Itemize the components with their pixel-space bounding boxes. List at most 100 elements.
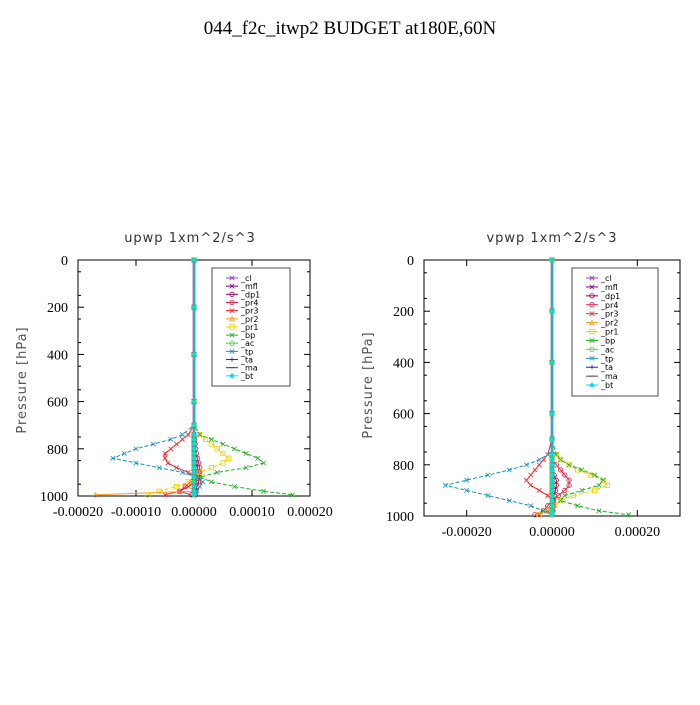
series-point-pr1 <box>156 488 162 494</box>
series-point-tp <box>536 457 542 463</box>
chart-panel-1: upwp 1xm^2/s^3 Pressure [hPa] 0 200 400 600 80… <box>15 231 333 520</box>
x-tick-label: -0.00020 <box>442 525 492 540</box>
legend-marker <box>589 311 595 317</box>
series-point-pr4 <box>562 472 568 478</box>
series-point-pr1 <box>197 469 203 476</box>
series-point-bp <box>592 472 598 478</box>
legend-marker <box>229 308 235 314</box>
y-tick-label: 400 <box>393 356 414 371</box>
legend-label: _dp1 <box>600 292 620 301</box>
legend-marker <box>229 291 235 297</box>
series-point-bt <box>549 487 555 494</box>
series-point-pr1 <box>144 492 151 498</box>
legend-marker <box>589 319 595 326</box>
series-point-pr1 <box>536 512 542 518</box>
legend-box <box>211 267 291 387</box>
legend-marker <box>229 332 235 338</box>
legend-marker <box>229 324 235 330</box>
y-tick-label: 800 <box>393 459 414 474</box>
x-tick-label: -0.00010 <box>111 505 161 520</box>
series-point-bp <box>575 503 581 509</box>
series-point-tp <box>150 441 156 447</box>
series-point-tp <box>197 484 203 490</box>
legend-label: _cl <box>240 274 252 283</box>
series-point-bp <box>197 432 203 438</box>
legend-label: _tp <box>600 354 613 363</box>
series-point-bp <box>562 493 568 499</box>
series-point-pr3 <box>528 472 534 478</box>
series-point-bt <box>549 492 555 499</box>
series-point-pr3 <box>174 441 180 447</box>
legend-marker <box>589 328 595 335</box>
series-point-pr4 <box>566 482 572 488</box>
series-point-pr3 <box>532 467 538 473</box>
legend-marker <box>589 382 595 388</box>
series-point-pr3 <box>174 465 180 471</box>
legend-marker <box>229 299 235 306</box>
series-point-pr1 <box>575 467 581 473</box>
x-tick-label: 0.00000 <box>171 505 217 520</box>
series-point-bp <box>208 436 214 442</box>
series-point-bt <box>549 511 555 518</box>
series-line-pr4 <box>178 260 201 496</box>
legend-marker <box>589 346 595 352</box>
series-point-bp <box>261 488 267 494</box>
page-title: 044_f2c_itwp2 BUDGET at180E,60N <box>203 18 497 39</box>
series-point-pr1 <box>208 465 214 471</box>
series-point-pr3 <box>165 460 171 466</box>
y-tick-label: 1000 <box>386 510 414 525</box>
series-point-pr3 <box>185 484 191 490</box>
legend-label: _ta <box>240 356 253 365</box>
series-point-bt <box>549 308 555 314</box>
series-point-bt <box>191 304 197 310</box>
y-tick-label: 200 <box>47 301 68 316</box>
series-point-pr1 <box>220 450 226 457</box>
legend-marker <box>229 340 235 346</box>
series-point-bp <box>232 446 238 452</box>
series-point-pr1 <box>197 432 203 438</box>
series-point-pr3 <box>177 488 182 494</box>
legend-marker <box>229 275 235 281</box>
series-point-bp <box>596 482 602 488</box>
series-point-pr3 <box>185 432 191 438</box>
chart-panel-2: vpwp 1xm^2/s^3 Pressure [hPa] 0 200 400 600 80… <box>361 231 681 540</box>
legend-label: _bt <box>240 372 253 381</box>
y-tick-label: 0 <box>61 254 68 269</box>
x-tick-label: -0.00020 <box>53 505 103 520</box>
y-axis-label: Pressure [hPa] <box>15 326 30 433</box>
y-axis-label: Pressure [hPa] <box>361 331 376 438</box>
series-point-pr3 <box>179 436 185 442</box>
series-point-bp <box>596 508 602 514</box>
y-tick-label: 600 <box>47 396 68 411</box>
series-point-tp <box>485 493 491 499</box>
series-point-pr3 <box>185 469 191 475</box>
series-point-bt <box>191 492 197 498</box>
series-point-bp <box>558 498 564 504</box>
legend-label: _pr3 <box>600 310 618 319</box>
legend-marker <box>589 284 595 290</box>
series-point-bp <box>579 487 585 493</box>
legend-label: _pr3 <box>240 307 258 316</box>
series-point-bp <box>243 451 249 457</box>
series-point-pr1 <box>557 498 564 504</box>
series-point-bp <box>255 455 261 461</box>
series-point-bp <box>566 462 572 468</box>
series-point-bp <box>214 469 220 475</box>
series-point-pr1 <box>220 460 226 466</box>
series-point-pr1 <box>226 455 232 461</box>
series-point-pr3 <box>536 487 542 493</box>
series-point-bp <box>558 457 564 463</box>
series-point-tp <box>200 479 206 485</box>
x-tick-label: 0.00020 <box>615 525 661 540</box>
y-tick-label: 800 <box>47 443 68 458</box>
series-point-tp <box>442 482 448 488</box>
series-point-pr1 <box>214 446 220 452</box>
plot-area <box>92 256 296 498</box>
legend-label: _tp <box>240 347 253 356</box>
series-point-bt <box>549 502 555 509</box>
legend-label: _ta <box>600 363 613 372</box>
legend-label: _ma <box>600 372 618 381</box>
series-point-bt <box>191 422 197 428</box>
legend-label: _cl <box>600 274 612 283</box>
